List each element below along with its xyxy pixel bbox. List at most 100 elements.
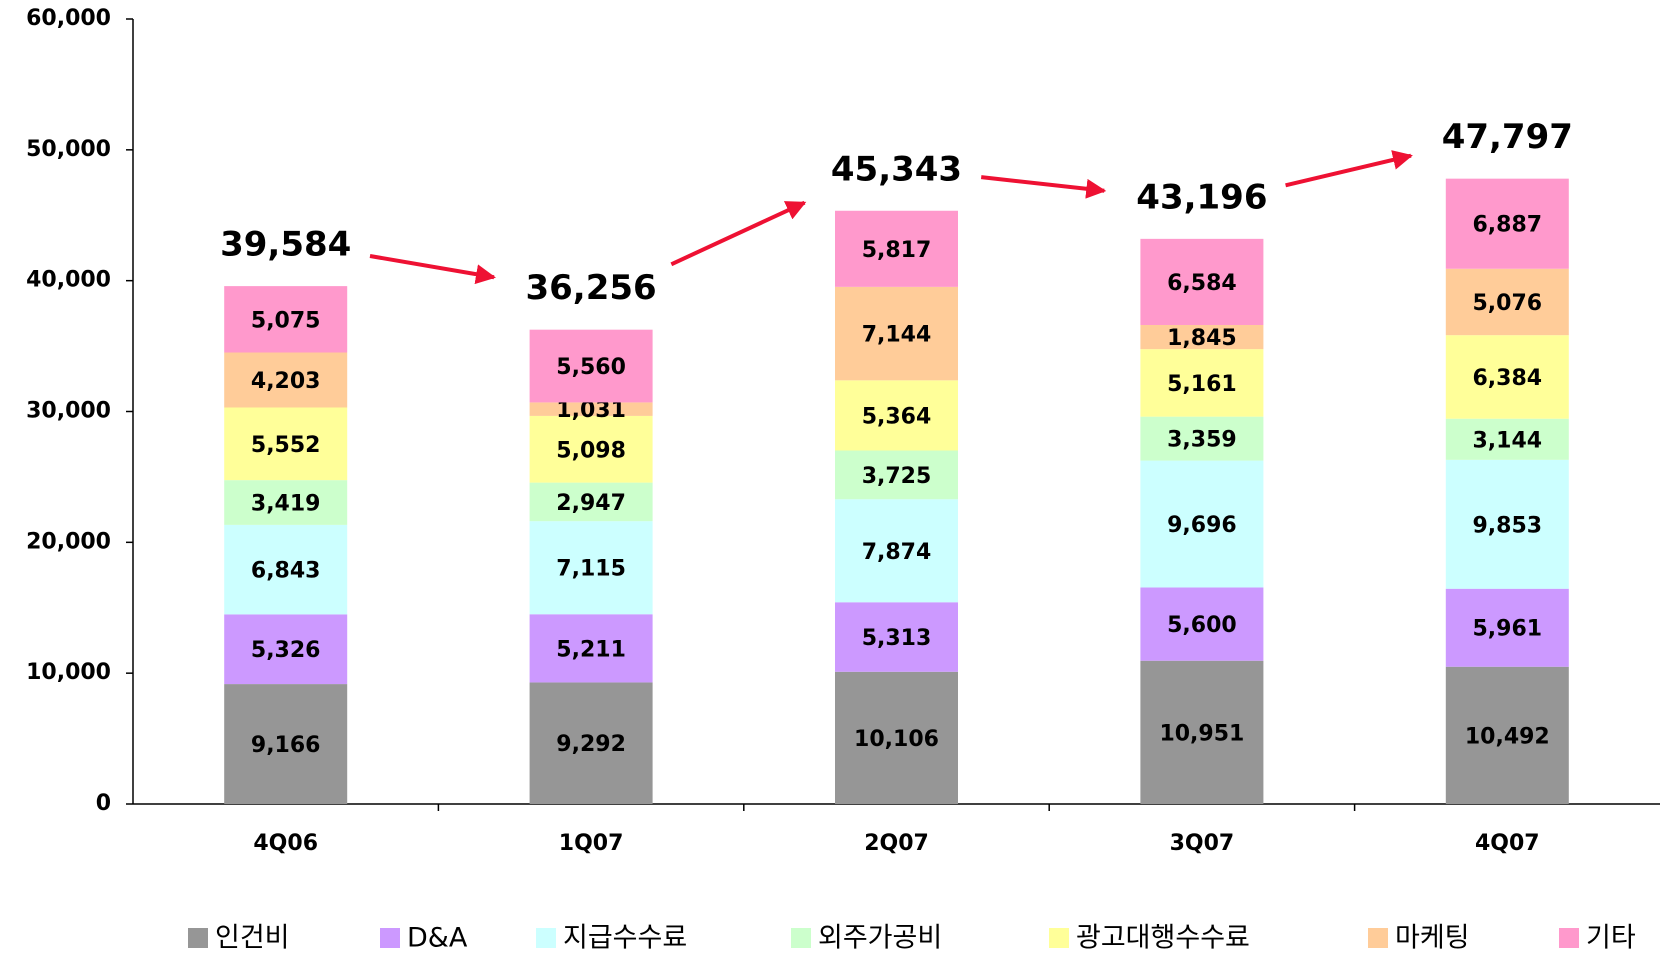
bar-segment: [224, 407, 348, 481]
legend-swatch: [1049, 928, 1069, 948]
value-label: 2,947: [556, 491, 626, 516]
bar-segment: [1445, 459, 1569, 589]
bar-segment: [1445, 335, 1569, 419]
bar-segment: [1140, 587, 1264, 661]
bar-segment: [529, 521, 653, 615]
value-label: 3,359: [1167, 428, 1237, 453]
value-label: 6,843: [251, 559, 321, 584]
bar-segment: [224, 524, 348, 615]
value-label: 10,492: [1465, 724, 1550, 749]
value-label: 5,817: [862, 238, 932, 263]
trend-arrow: [369, 254, 496, 285]
total-label: 39,584: [220, 225, 351, 265]
value-label: 5,326: [251, 638, 321, 663]
value-label: 6,384: [1473, 366, 1543, 391]
y-tick-label: 40,000: [26, 268, 111, 293]
legend-label: 지급수수료: [563, 923, 687, 954]
bar-segment: [224, 480, 348, 525]
value-label: 4,203: [251, 369, 321, 394]
value-label: 10,951: [1159, 721, 1244, 746]
bar-segment: [1445, 268, 1569, 336]
bar-segment: [529, 402, 653, 416]
value-label: 5,098: [556, 438, 626, 463]
bar-segment: [1140, 324, 1264, 350]
value-label: 5,076: [1473, 291, 1543, 316]
value-label: 9,166: [251, 733, 321, 758]
legend-swatch: [791, 928, 811, 948]
value-label: 5,600: [1167, 613, 1237, 638]
bar-segment: [529, 482, 653, 522]
x-tick-label: 4Q07: [1475, 831, 1540, 856]
legend-swatch: [1559, 928, 1579, 948]
trend-arrow: [980, 175, 1107, 199]
value-label: 5,075: [251, 308, 321, 333]
bar-segment: [1445, 178, 1569, 269]
value-label: 9,853: [1473, 513, 1543, 538]
bar-segment: [224, 286, 348, 353]
value-label: 9,292: [556, 732, 626, 757]
value-label: 7,874: [862, 540, 932, 565]
value-label: 3,419: [251, 492, 321, 517]
bar-segment: [835, 210, 958, 287]
value-label: 7,115: [556, 557, 626, 582]
legend-label: 마케팅: [1395, 923, 1470, 954]
bar-segment: [1140, 460, 1264, 588]
value-label: 5,364: [862, 404, 932, 429]
y-tick-label: 50,000: [26, 137, 111, 162]
bar-segment: [835, 286, 958, 381]
total-label: 47,797: [1442, 117, 1573, 157]
bar-segment: [224, 684, 348, 804]
value-label: 5,560: [556, 355, 626, 380]
legend-label: D&A: [407, 923, 468, 954]
value-label: 6,887: [1473, 213, 1543, 238]
bar-segment: [1445, 418, 1569, 460]
x-tick-label: 4Q06: [253, 831, 318, 856]
bar-segment: [529, 415, 653, 483]
bar-segment: [1140, 416, 1264, 461]
bar-segment: [1140, 660, 1264, 804]
bar-segment: [835, 499, 958, 603]
bar-segment: [529, 329, 653, 403]
legend-swatch: [188, 928, 208, 948]
value-label: 1,845: [1167, 326, 1237, 351]
bar-segment: [529, 682, 653, 804]
value-label: 5,211: [556, 637, 626, 662]
total-label: 45,343: [831, 149, 962, 189]
y-tick-label: 10,000: [26, 660, 111, 685]
trend-arrow: [670, 200, 807, 267]
bar-segment: [224, 614, 348, 685]
value-label: 5,161: [1167, 372, 1237, 397]
x-tick-label: 3Q07: [1170, 831, 1235, 856]
bar-segment: [835, 602, 958, 672]
bar-segment: [224, 352, 348, 408]
bar-segment: [835, 671, 958, 804]
bar-segment: [835, 450, 958, 500]
y-tick-label: 0: [96, 791, 111, 816]
value-label: 10,106: [854, 727, 939, 752]
bar-segment: [529, 614, 653, 683]
y-tick-label: 60,000: [26, 6, 111, 31]
legend-label: 인건비: [215, 923, 290, 954]
value-label: 7,144: [862, 323, 932, 348]
x-tick-label: 1Q07: [559, 831, 624, 856]
total-label: 43,196: [1136, 177, 1267, 217]
value-label: 5,552: [251, 433, 321, 458]
value-label: 9,696: [1167, 513, 1237, 538]
y-tick-label: 20,000: [26, 529, 111, 554]
value-label: 5,313: [862, 626, 932, 651]
legend-swatch: [380, 928, 400, 948]
legend-label: 외주가공비: [818, 923, 942, 954]
legend-label: 광고대행수수료: [1076, 923, 1250, 954]
value-label: 6,584: [1167, 271, 1237, 296]
bar-segment: [1445, 666, 1569, 804]
value-label: 5,961: [1473, 617, 1543, 642]
legend-swatch: [1368, 928, 1388, 948]
bar-segment: [835, 380, 958, 451]
value-label: 3,144: [1473, 428, 1543, 453]
legend-swatch: [536, 928, 556, 948]
trend-arrow: [1285, 150, 1413, 188]
x-tick-label: 2Q07: [864, 831, 929, 856]
bar-segment: [1140, 238, 1264, 325]
value-label: 3,725: [862, 464, 932, 489]
